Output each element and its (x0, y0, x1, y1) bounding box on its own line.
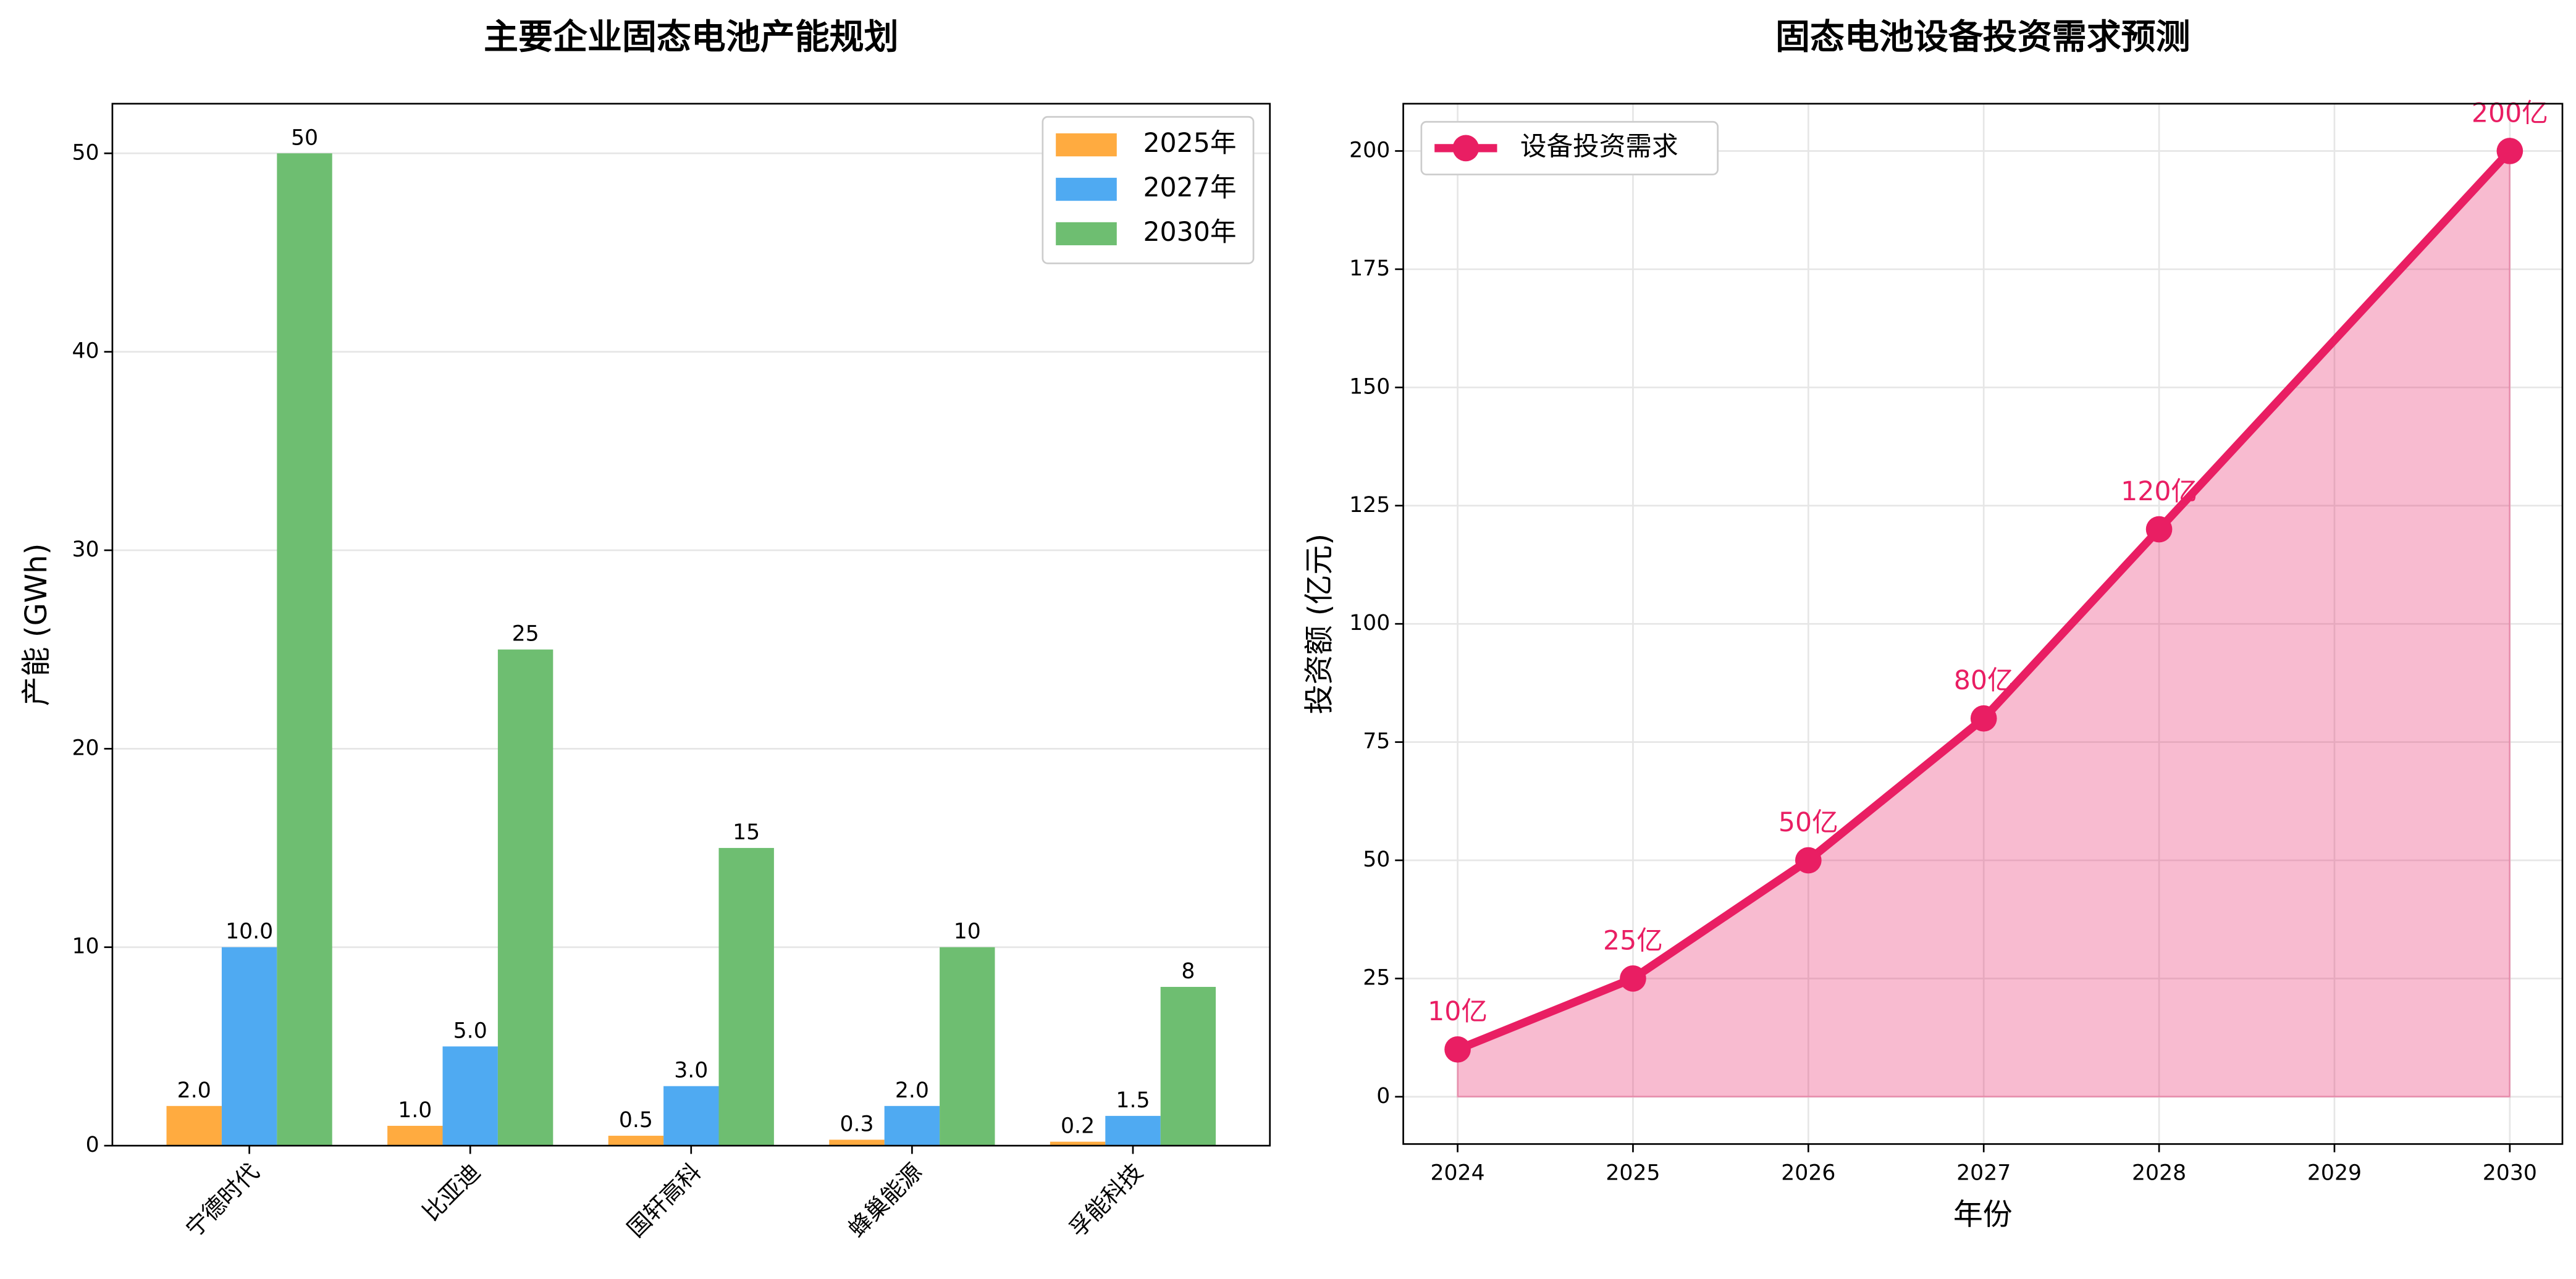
x-tick-label: 2025 (1606, 1160, 1660, 1185)
marker (1970, 705, 1997, 732)
y-tick-label: 20 (72, 736, 99, 760)
value-label: 2.0 (177, 1078, 211, 1103)
y-tick-label: 125 (1349, 493, 1390, 518)
legend-box (1420, 120, 1719, 175)
value-label: 0.2 (1061, 1114, 1095, 1139)
bar (718, 848, 774, 1146)
y-tick-label: 30 (72, 537, 99, 562)
bar (829, 1139, 885, 1146)
legend-label: 设备投资需求 (1520, 131, 1678, 162)
y-tick-label: 150 (1349, 374, 1390, 399)
marker (1444, 1036, 1471, 1063)
value-label: 120亿 (2121, 476, 2197, 507)
value-label: 15 (733, 820, 760, 845)
value-label: 3.0 (674, 1059, 708, 1083)
marker (1795, 847, 1822, 874)
bar (663, 1086, 719, 1146)
x-tick-label: 2026 (1781, 1160, 1835, 1185)
y-tick-label: 200 (1349, 138, 1390, 162)
x-tick-label: 2024 (1431, 1160, 1485, 1185)
y-tick-label: 10 (72, 934, 99, 959)
value-label: 25 (512, 622, 539, 647)
value-label: 2.0 (895, 1078, 929, 1103)
bar (442, 1046, 498, 1146)
bar (497, 649, 554, 1146)
bar (221, 947, 277, 1146)
value-label: 25亿 (1603, 925, 1663, 956)
value-label: 1.5 (1116, 1088, 1150, 1113)
value-label: 10亿 (1428, 996, 1488, 1027)
y-tick-label: 0 (1376, 1084, 1390, 1109)
chart-title: 固态电池设备投资需求预测 (1775, 17, 2191, 57)
bar (884, 1105, 940, 1146)
marker (1620, 965, 1646, 992)
legend-label: 2030年 (1143, 217, 1236, 248)
legend-label: 2025年 (1143, 128, 1236, 159)
bar (1105, 1115, 1161, 1146)
axes-frame (111, 103, 1271, 1147)
y-axis-label: 产能 (GWh) (19, 543, 54, 707)
x-tick-label: 2029 (2307, 1160, 2362, 1185)
value-label: 50 (291, 125, 318, 150)
y-axis-label: 投资额 (亿元) (1302, 534, 1336, 715)
x-tick-label: 2028 (2132, 1160, 2186, 1185)
y-tick-label: 0 (86, 1133, 99, 1157)
x-tick-label: 2030 (2483, 1160, 2537, 1185)
chart-title: 主要企业固态电池产能规划 (484, 17, 899, 57)
line (1456, 148, 2513, 1054)
marker (2496, 138, 2523, 164)
legend-marker (1452, 135, 1480, 162)
bar (1050, 1141, 1106, 1146)
bar (387, 1125, 443, 1146)
y-tick-label: 40 (72, 339, 99, 364)
value-label: 0.5 (619, 1108, 653, 1133)
value-label: 200亿 (2472, 98, 2548, 128)
y-tick-label: 25 (1363, 965, 1390, 990)
value-label: 80亿 (1954, 665, 2014, 696)
y-tick-label: 50 (72, 140, 99, 165)
value-label: 10 (954, 920, 981, 944)
y-tick-label: 50 (1363, 847, 1390, 872)
bar (166, 1105, 222, 1146)
marker (2145, 516, 2173, 543)
bar (1160, 987, 1216, 1146)
bar (940, 947, 995, 1146)
value-label: 50亿 (1778, 807, 1838, 838)
axes-frame (1402, 103, 2564, 1145)
bar (277, 153, 332, 1146)
x-tick-label: 2027 (1956, 1160, 2011, 1185)
legend-swatch (1056, 177, 1117, 201)
value-label: 8 (1181, 959, 1195, 984)
x-axis-label: 年份 (1953, 1197, 2013, 1232)
y-tick-label: 175 (1349, 256, 1390, 281)
legend-label: 2027年 (1143, 172, 1236, 203)
legend-swatch (1056, 222, 1117, 246)
value-label: 5.0 (453, 1018, 487, 1043)
bar (608, 1136, 664, 1146)
value-label: 0.3 (840, 1112, 873, 1136)
value-label: 10.0 (225, 920, 273, 944)
y-tick-label: 100 (1349, 611, 1390, 635)
legend-swatch (1056, 133, 1117, 157)
value-label: 1.0 (398, 1098, 432, 1123)
y-tick-label: 75 (1363, 729, 1390, 754)
